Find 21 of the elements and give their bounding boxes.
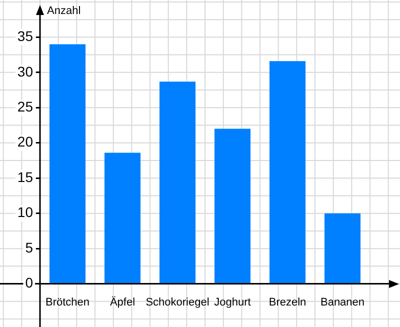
y-tick-label: 35 <box>17 28 34 44</box>
bar <box>159 82 196 284</box>
bar <box>214 128 251 284</box>
y-tick-label: 30 <box>17 63 34 80</box>
x-tick-label: Schokoriegel <box>146 296 210 308</box>
y-tick-label: 0 <box>25 274 34 291</box>
x-tick-label: Bananen <box>320 296 365 308</box>
x-tick-label: Äpfel <box>110 295 136 308</box>
x-tick-label: Brezeln <box>268 296 306 308</box>
y-tick-label: 20 <box>17 134 34 150</box>
x-tick-label: Brötchen <box>45 296 90 308</box>
y-tick-label: 10 <box>17 204 34 220</box>
y-tick-label: 5 <box>25 239 34 256</box>
bar <box>324 213 361 284</box>
y-tick-label: 25 <box>17 98 34 115</box>
bar <box>49 44 86 284</box>
y-tick-label: 15 <box>17 168 34 185</box>
y-axis-title: Anzahl <box>47 5 81 18</box>
bar <box>104 152 141 284</box>
bar <box>269 61 306 284</box>
x-tick-label: Joghurt <box>214 296 251 308</box>
